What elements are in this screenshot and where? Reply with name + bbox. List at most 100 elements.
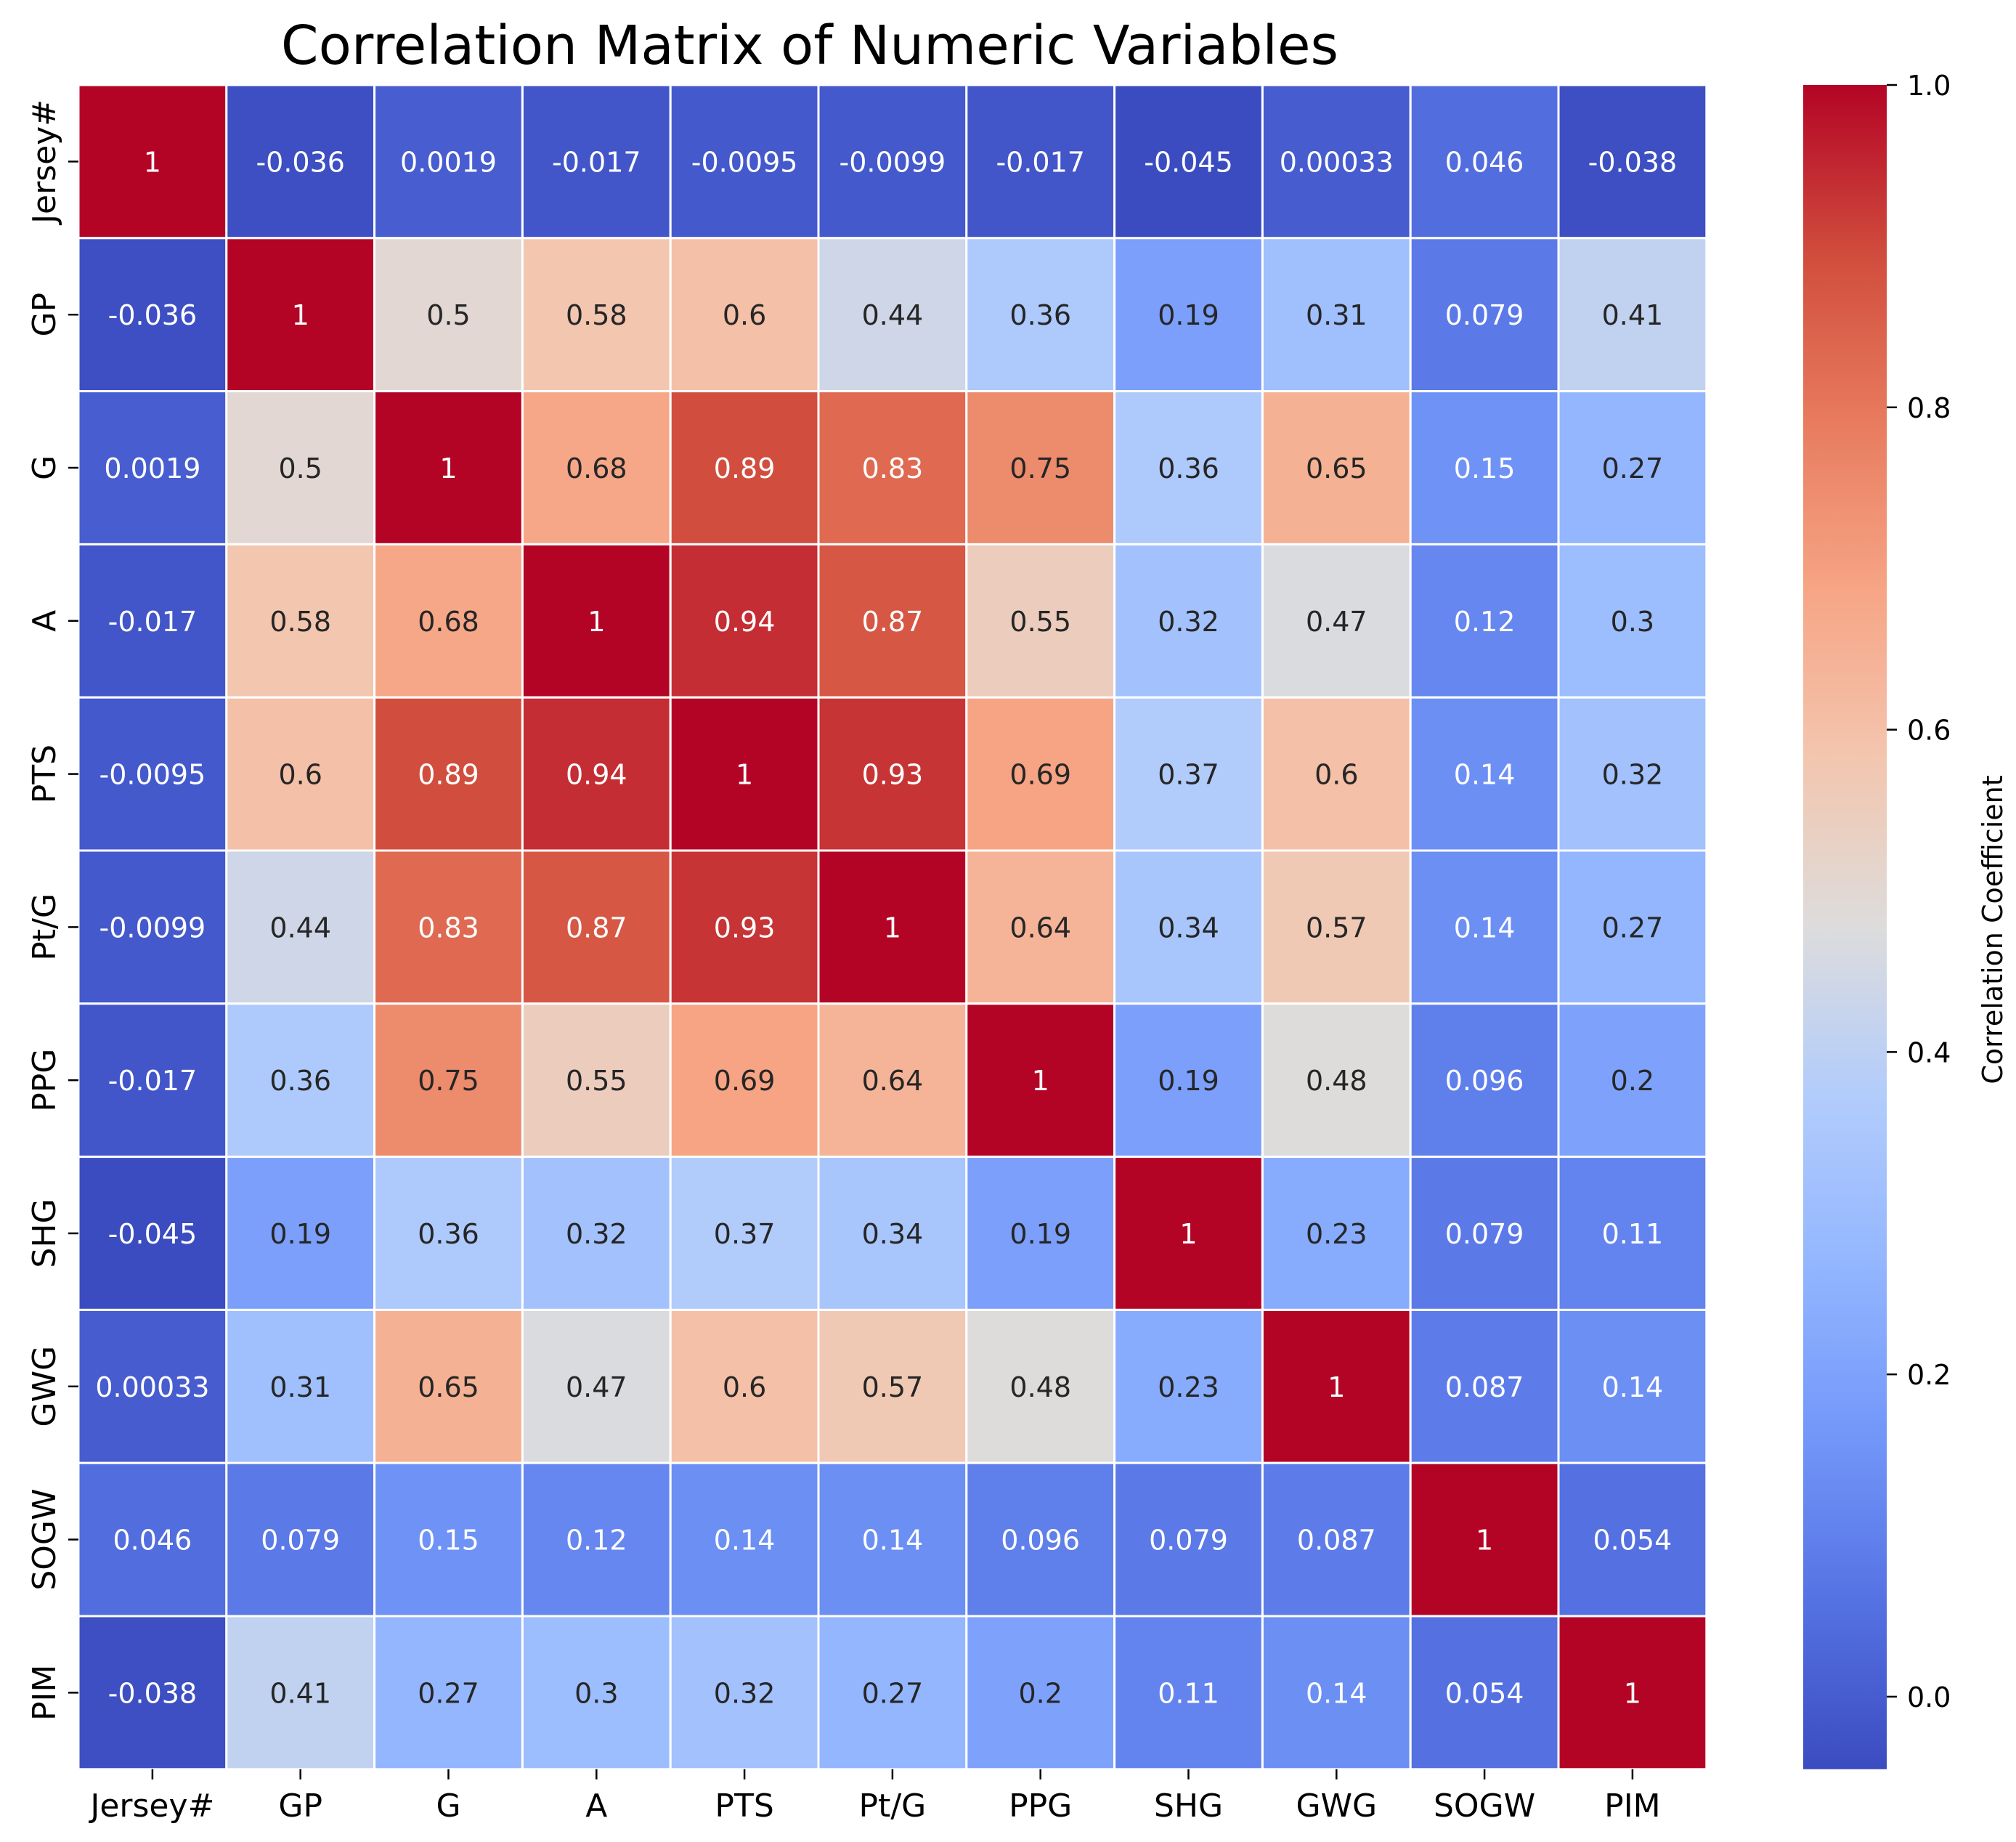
heatmap-cell (1261, 237, 1412, 393)
colorbar-tick-label: 0.0 (1907, 1681, 1951, 1713)
cell-annotation: 0.37 (1158, 759, 1219, 791)
heatmap-cell (1557, 543, 1708, 699)
heatmap-cell (77, 390, 228, 545)
heatmap-cell (373, 543, 524, 699)
cell-annotation: -0.045 (1144, 146, 1233, 178)
cell-annotation: 0.32 (1158, 606, 1219, 638)
cell-annotation: 0.75 (418, 1065, 479, 1097)
heatmap-cell (817, 1156, 968, 1311)
heatmap-cell (1261, 390, 1412, 545)
cell-annotation: 0.087 (1445, 1371, 1524, 1403)
heatmap-cell (1113, 84, 1264, 240)
heatmap-cell (1113, 1002, 1264, 1159)
heatmap-cell (77, 1308, 228, 1464)
cell-annotation: 1 (884, 912, 901, 944)
cell-annotation: 0.6 (1314, 759, 1358, 791)
cell-annotation: 0.14 (1602, 1371, 1664, 1403)
heatmap-cells (77, 84, 1708, 1771)
cell-annotation: 0.83 (418, 912, 479, 944)
cell-annotation: -0.038 (108, 1677, 198, 1709)
cell-annotation: -0.038 (1588, 146, 1678, 178)
heatmap-cell (1409, 1615, 1560, 1771)
x-tick-label: PPG (1009, 1788, 1072, 1825)
cell-annotation: 0.31 (269, 1371, 331, 1403)
cell-annotation: 0.5 (426, 299, 470, 331)
heatmap-cell (817, 543, 968, 699)
cell-annotation: 0.34 (862, 1218, 924, 1250)
cell-annotation: 0.89 (418, 759, 479, 791)
heatmap-cell (77, 1156, 228, 1311)
heatmap-cell (373, 1461, 524, 1618)
heatmap-cell (669, 696, 820, 852)
x-tick-label: SOGW (1434, 1788, 1535, 1825)
heatmap-cell (77, 84, 228, 240)
heatmap-cell (965, 390, 1116, 545)
heatmap-cell (1261, 849, 1412, 1005)
cell-annotation: 1 (736, 759, 753, 791)
heatmap-cell (965, 1156, 1116, 1311)
x-tick-label: G (436, 1788, 460, 1825)
heatmap-cell (225, 1002, 376, 1159)
cell-annotation: 0.89 (714, 453, 776, 484)
heatmap-cell (1557, 1002, 1708, 1159)
cell-annotation: 0.34 (1158, 912, 1219, 944)
heatmap-cell (521, 1461, 672, 1618)
heatmap-cell (225, 1615, 376, 1771)
cell-annotation: 0.0019 (104, 453, 200, 484)
x-tick-label: A (585, 1788, 607, 1825)
cell-annotation: 0.054 (1593, 1525, 1672, 1557)
cell-annotation: 0.55 (1009, 606, 1071, 638)
heatmap-cell (373, 1002, 524, 1159)
x-tick-label: Jersey# (88, 1788, 214, 1825)
colorbar-tick-label: 0.4 (1907, 1036, 1951, 1068)
heatmap-cell (225, 696, 376, 852)
cell-annotation: 0.55 (566, 1065, 627, 1097)
y-tick-label: GWG (26, 1346, 63, 1427)
heatmap-cell (965, 543, 1116, 699)
cell-annotation: 1 (292, 299, 309, 331)
cell-annotation: 0.83 (862, 453, 924, 484)
cell-annotation: 0.27 (862, 1677, 924, 1709)
cell-annotation: 1 (144, 146, 161, 178)
cell-annotation: 0.68 (566, 453, 627, 484)
heatmap-cell (77, 1461, 228, 1618)
cell-annotation: 0.00033 (95, 1371, 209, 1403)
cell-annotation: 0.14 (1306, 1677, 1367, 1709)
cell-annotation: 0.14 (1454, 759, 1516, 791)
cell-annotation: 0.079 (1445, 299, 1524, 331)
cell-annotation: -0.045 (108, 1218, 198, 1250)
cell-annotation: 0.6 (278, 759, 322, 791)
cell-annotation: 0.32 (714, 1677, 776, 1709)
cell-annotation: -0.0095 (691, 146, 798, 178)
heatmap-cell (965, 1308, 1116, 1464)
cell-annotation: 0.94 (714, 606, 776, 638)
colorbar-tick-label: 0.6 (1907, 715, 1951, 747)
cell-annotation: 0.69 (1009, 759, 1071, 791)
y-tick-label: G (26, 455, 63, 480)
cell-annotation: 0.36 (1009, 299, 1071, 331)
cell-annotation: 0.5 (278, 453, 322, 484)
cell-annotation: 1 (1032, 1065, 1049, 1097)
heatmap-cell (1409, 1002, 1560, 1159)
cell-annotation: 0.57 (1306, 912, 1367, 944)
heatmap-cell (965, 1002, 1116, 1159)
heatmap-cell (1261, 1308, 1412, 1464)
cell-annotation: 1 (1179, 1218, 1197, 1250)
cell-annotation: 0.23 (1306, 1218, 1367, 1250)
heatmap-cell (1113, 1461, 1264, 1618)
cell-annotation: 1 (588, 606, 605, 638)
heatmap-cell (1261, 1461, 1412, 1618)
cell-annotation: 0.079 (261, 1525, 340, 1557)
cell-annotation: 0.046 (1445, 146, 1524, 178)
heatmap-cell (965, 696, 1116, 852)
cell-annotation: 0.57 (862, 1371, 924, 1403)
heatmap-cell (1557, 1308, 1708, 1464)
cell-annotation: 0.47 (566, 1371, 627, 1403)
cell-annotation: 0.27 (1602, 453, 1664, 484)
cell-annotation: 0.14 (714, 1525, 776, 1557)
x-tick-label: GP (278, 1788, 322, 1825)
cell-annotation: 0.93 (862, 759, 924, 791)
cell-annotation: 0.079 (1445, 1218, 1524, 1250)
heatmap-cell (225, 84, 376, 240)
heatmap-cell (817, 696, 968, 852)
